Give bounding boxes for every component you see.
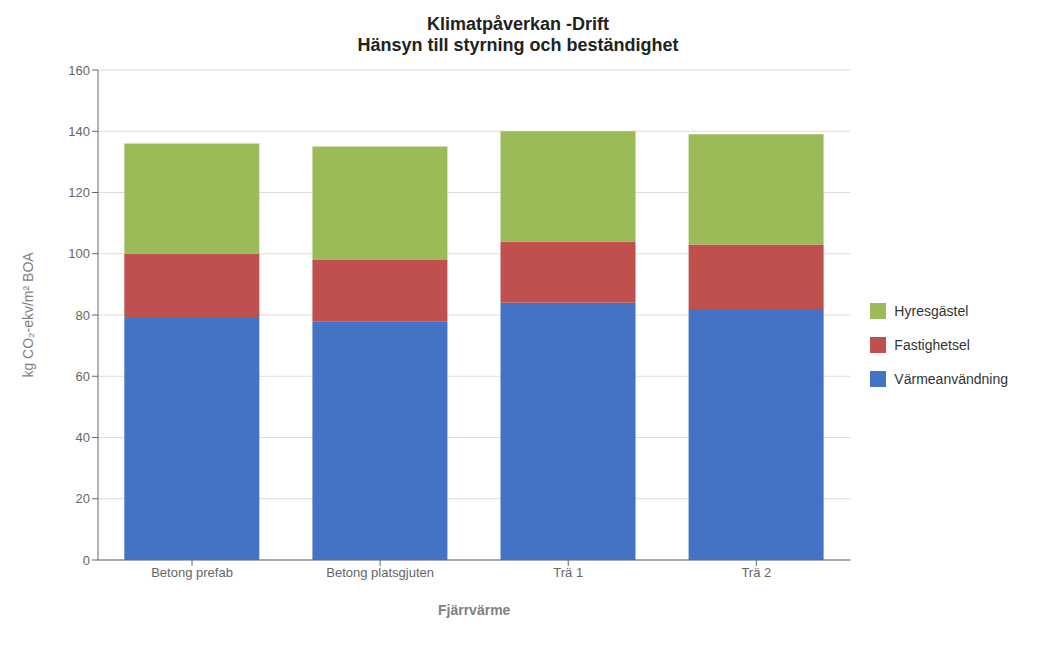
- svg-text:160: 160: [68, 63, 90, 78]
- svg-text:kg CO₂-ekv/m² BOA: kg CO₂-ekv/m² BOA: [20, 252, 36, 378]
- html-text:Hänsyn till styrning och bestä: Hänsyn till styrning och beständighet: [357, 35, 679, 55]
- svg-text:140: 140: [68, 124, 90, 139]
- svg-text:Betong platsgjuten: Betong platsgjuten: [326, 565, 434, 580]
- svg-text:Trä 2: Trä 2: [741, 565, 771, 580]
- html-text:Hyresgästel: Hyresgästel: [894, 303, 969, 319]
- html-text:Klimatpåverkan -Drift: Klimatpåverkan -Drift: [427, 14, 609, 34]
- html-text:Fastighetsel: Fastighetsel: [894, 337, 970, 353]
- svg-text:120: 120: [68, 185, 90, 200]
- svg-text:Trä 1: Trä 1: [553, 565, 583, 580]
- svg-text:0: 0: [83, 553, 90, 568]
- svg-text:Betong prefab: Betong prefab: [151, 565, 233, 580]
- svg-text:20: 20: [76, 491, 90, 506]
- svg-text:Fjärrvärme: Fjärrvärme: [438, 602, 511, 618]
- html-text:Värmeanvändning: Värmeanvändning: [894, 371, 1008, 387]
- svg-text:40: 40: [76, 430, 90, 445]
- svg-text:80: 80: [76, 308, 90, 323]
- svg-text:100: 100: [68, 246, 90, 261]
- svg-text:60: 60: [76, 369, 90, 384]
